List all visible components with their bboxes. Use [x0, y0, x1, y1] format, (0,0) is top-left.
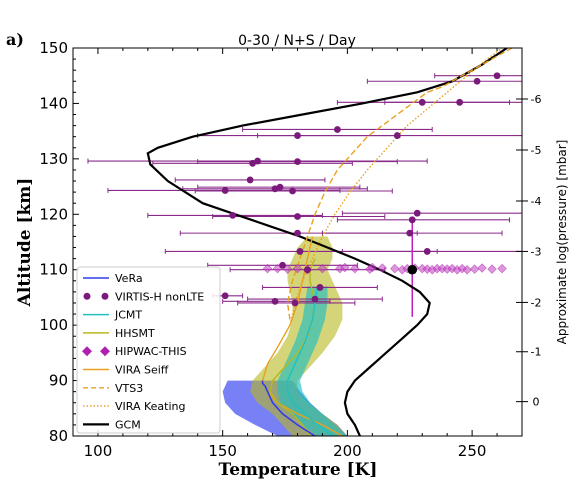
y2-tick-label: -3 [531, 245, 542, 258]
series-jcmt [286, 286, 333, 436]
band-jcmt [277, 286, 348, 436]
legend-label: VTS3 [115, 382, 143, 395]
virtis-point [271, 297, 279, 305]
virtis-point [334, 126, 341, 133]
x-tick-label: 200 [333, 442, 362, 460]
legend: VeRa VIRTIS-H nonLTE JCMT HHSMT HIPWAC-THIS V… [76, 266, 221, 434]
virtis-point [456, 98, 464, 106]
y2-tick-label: -5 [531, 144, 542, 157]
legend-label: HHSMT [115, 327, 155, 340]
hipwac-point [497, 263, 507, 274]
hipwac-point [487, 264, 497, 274]
y2-tick-label: 0 [533, 396, 540, 409]
virtis-point [294, 229, 301, 237]
hipwac-mean-point [407, 264, 418, 275]
virtis-point [408, 216, 416, 224]
y-tick-label: 110 [39, 261, 68, 279]
hipwac-point [377, 263, 388, 273]
virtis-point [294, 158, 301, 166]
y2-tick-label: -1 [531, 346, 542, 359]
virtis-point [221, 187, 229, 194]
series-gcm [146, 48, 508, 436]
y-tick-label: 120 [39, 205, 68, 223]
virtis-point [473, 77, 481, 85]
legend-label: VIRA Keating [115, 400, 186, 413]
series-vira-keating [289, 48, 503, 326]
virtis-point [413, 209, 421, 217]
legend-swatch [83, 292, 91, 300]
hipwac-point [462, 264, 472, 275]
y-tick-label: 100 [39, 316, 68, 334]
virtis-point [296, 248, 304, 255]
virtis-point [406, 229, 414, 237]
series-hhsmt [269, 258, 316, 436]
chart-title: 0-30 / N+S / Day [238, 33, 356, 49]
legend-label: VIRTIS-H nonLTE [115, 290, 204, 303]
legend-swatch [101, 292, 109, 300]
virtis-point [423, 248, 431, 255]
y-axis-label: Altitude [km] [15, 178, 35, 308]
legend-box [76, 266, 221, 434]
panel-label: a) [6, 30, 24, 49]
virtis-point [246, 176, 254, 184]
x-tick-label: 250 [458, 442, 487, 460]
legend-label: HIPWAC-THIS [115, 345, 187, 358]
y-tick-label: 130 [39, 150, 68, 168]
hipwac-point [367, 262, 378, 273]
hipwac-point [317, 263, 328, 274]
virtis-point [294, 213, 301, 220]
legend-label: GCM [115, 418, 141, 431]
y-tick-label: 80 [49, 427, 68, 445]
legend-swatch [100, 346, 110, 357]
virtis-point [311, 295, 319, 303]
virtis-point [279, 261, 286, 269]
virtis-point [229, 211, 237, 219]
hipwac-point [350, 263, 360, 274]
y-tick-label: 150 [39, 39, 68, 57]
hipwac-point [390, 263, 400, 274]
x-tick-label: 150 [208, 442, 237, 460]
hipwac-point [477, 263, 487, 273]
virtis-point [418, 98, 426, 106]
virtis-point [294, 132, 301, 139]
hipwac-point [469, 264, 480, 274]
legend-label: JCMT [114, 309, 142, 322]
series-vera [261, 380, 316, 436]
legend-swatch [82, 346, 92, 357]
right-axis-label: Approximate log(pressure) [mbar] [555, 140, 569, 345]
virtis-point [493, 72, 501, 80]
legend-label: VIRA Seiff [115, 364, 169, 377]
y2-tick-label: -6 [531, 93, 542, 106]
hipwac-point [262, 263, 273, 274]
virtis-point [221, 292, 229, 300]
x-tick-label: 100 [84, 442, 113, 460]
virtis-point [276, 183, 284, 191]
hipwac-point [340, 262, 350, 273]
virtis-point [291, 299, 299, 307]
hipwac-point [292, 263, 303, 274]
series-vts3 [286, 48, 513, 320]
virtis-point [393, 132, 401, 139]
y-tick-label: 140 [39, 94, 68, 112]
virtis-point [254, 157, 261, 165]
virtis-point [289, 187, 296, 195]
y2-tick-label: -2 [531, 296, 542, 309]
x-axis-label: Temperature [K] [219, 460, 378, 480]
y-tick-label: 90 [49, 372, 68, 390]
legend-label: VeRa [115, 272, 143, 285]
y2-tick-label: -4 [531, 195, 542, 208]
virtis-point [304, 266, 311, 274]
virtis-point [316, 284, 324, 291]
